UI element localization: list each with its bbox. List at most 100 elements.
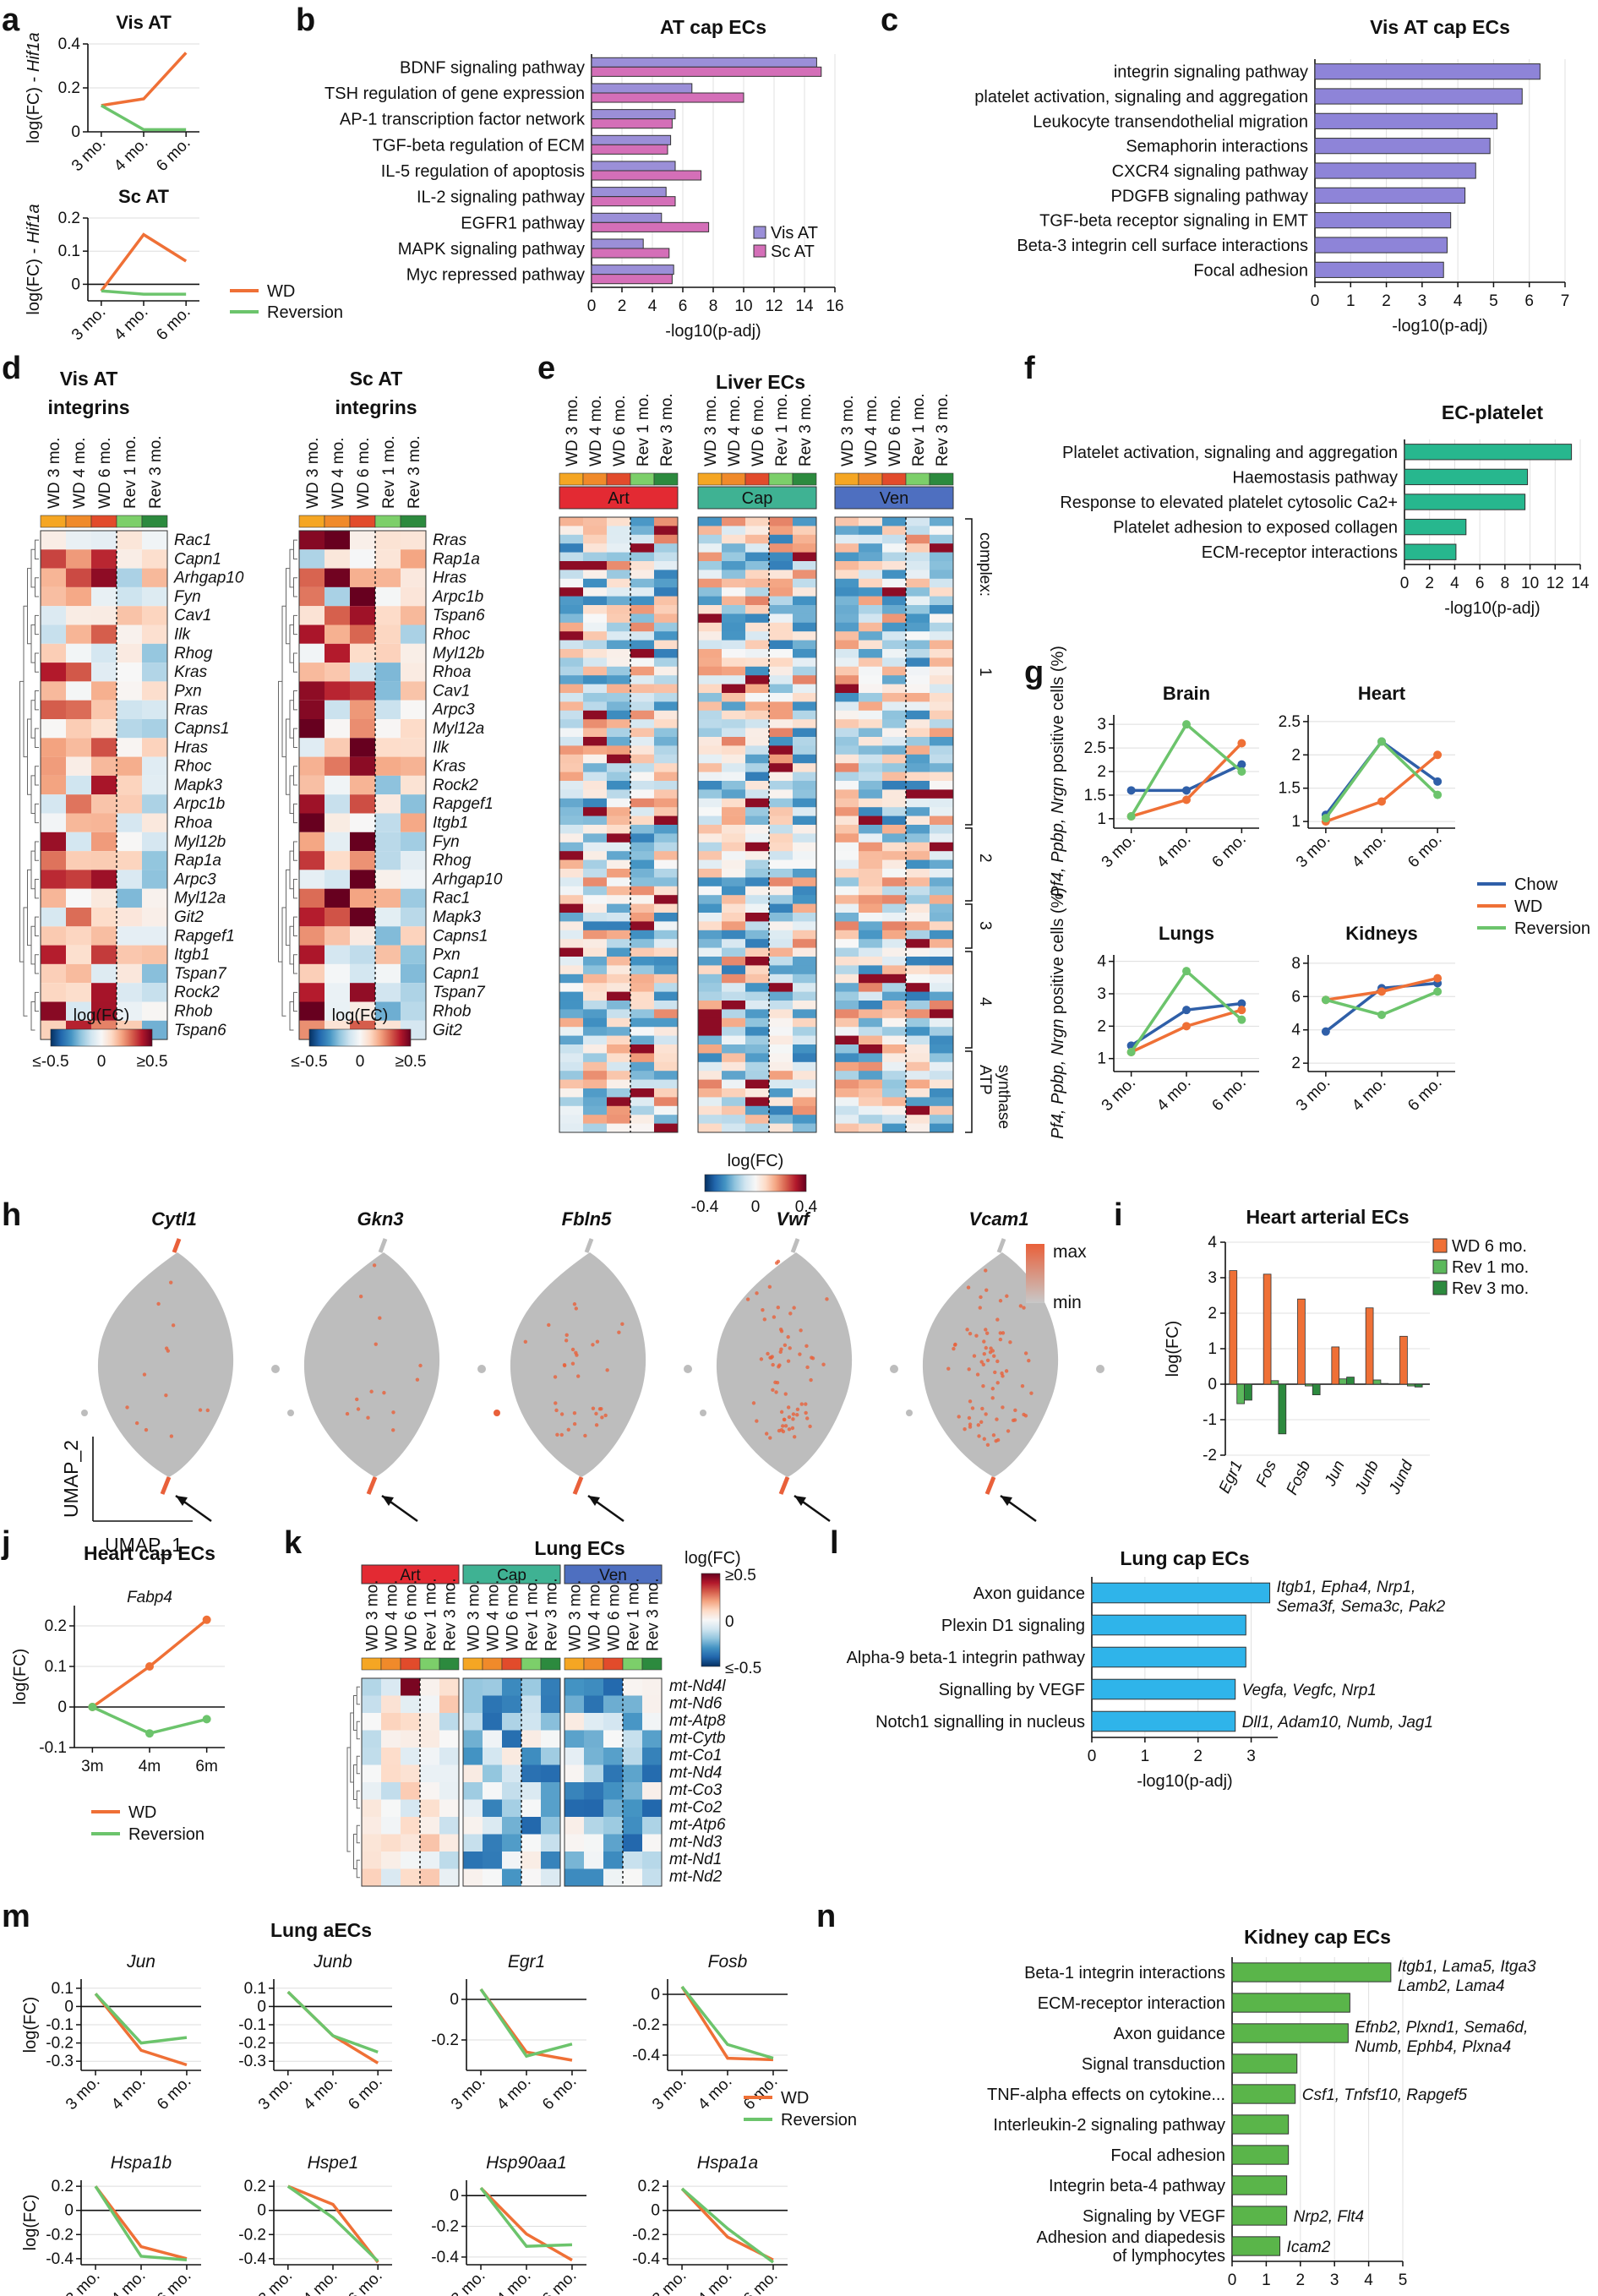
heatmap-cell bbox=[630, 973, 654, 984]
heatmap-cell bbox=[769, 825, 793, 834]
heatmap-cell bbox=[793, 728, 816, 738]
heatmap-cell bbox=[769, 1097, 793, 1107]
heatmap-cell bbox=[882, 614, 906, 624]
heatmap-cell bbox=[66, 1001, 91, 1021]
heatmap-cell bbox=[793, 772, 816, 782]
heatmap-cell bbox=[439, 1782, 459, 1800]
heatmap-cell bbox=[698, 886, 722, 896]
heatmap-cell bbox=[362, 1834, 381, 1852]
column-label: WD 4 mo. bbox=[863, 395, 881, 466]
colorbar-tick: 0 bbox=[356, 1053, 365, 1071]
column-color-bar bbox=[744, 472, 770, 486]
heatmap-cell bbox=[769, 973, 793, 984]
heatmap-cell bbox=[381, 1730, 401, 1748]
heatmap-cell bbox=[541, 1799, 560, 1817]
bar bbox=[1314, 212, 1452, 229]
heatmap-cell bbox=[375, 983, 401, 1002]
heatmap-cell bbox=[91, 963, 117, 984]
heatmap-cell bbox=[835, 815, 859, 826]
bar bbox=[1404, 444, 1573, 461]
heatmap-cell bbox=[375, 606, 401, 625]
bar-annotation: Sema3f, Sema3c, Pak2 bbox=[1277, 1598, 1446, 1616]
heatmap-cell bbox=[859, 877, 882, 887]
heatmap-cell bbox=[117, 586, 142, 607]
column-color-bar bbox=[540, 1657, 561, 1671]
data-point bbox=[1433, 790, 1443, 799]
heatmap-cell bbox=[583, 605, 607, 614]
heatmap-cell bbox=[654, 842, 678, 852]
heatmap-cell bbox=[350, 738, 375, 757]
heatmap-cell bbox=[630, 693, 654, 702]
heatmap-cell bbox=[41, 586, 66, 607]
heatmap-cell bbox=[654, 895, 678, 904]
column-label: WD 3 mo. bbox=[702, 395, 720, 466]
heatmap-cell bbox=[769, 1061, 793, 1072]
heatmap-cell bbox=[769, 772, 793, 782]
heatmap-cell bbox=[559, 657, 583, 668]
heatmap-cell bbox=[483, 1748, 502, 1765]
bar-rev-1-mo- bbox=[1339, 1378, 1347, 1385]
heatmap-cell bbox=[584, 1817, 603, 1835]
heatmap-cell bbox=[906, 930, 930, 940]
umap-point bbox=[382, 1390, 386, 1395]
heatmap-cell bbox=[559, 649, 583, 658]
heatmap-border bbox=[697, 516, 817, 1133]
heatmap-cell bbox=[930, 1071, 953, 1080]
heatmap-cell bbox=[835, 939, 859, 948]
heatmap-cell bbox=[793, 614, 816, 624]
heatmap-cell bbox=[769, 1115, 793, 1124]
row-label: Kras bbox=[174, 663, 208, 681]
heatmap-cell bbox=[630, 1115, 654, 1124]
category-label: Signalling by VEGF bbox=[939, 1681, 1085, 1699]
heatmap-cell bbox=[745, 561, 769, 570]
umap-point bbox=[952, 1346, 956, 1351]
heatmap-cell bbox=[142, 549, 167, 569]
heatmap-cell bbox=[793, 798, 816, 808]
row-label: Ilk bbox=[174, 626, 192, 644]
heatmap-cell bbox=[583, 728, 607, 738]
heatmap-cell bbox=[769, 728, 793, 738]
column-label: WD 3 mo. bbox=[466, 1580, 483, 1651]
heatmap-cell bbox=[906, 561, 930, 570]
heatmap-cell bbox=[906, 1027, 930, 1036]
bar-rev-1-mo- bbox=[1304, 1383, 1313, 1387]
heatmap-cell bbox=[583, 930, 607, 940]
umap-point bbox=[989, 1346, 993, 1350]
bar-annotation: Itgb1, Lama5, Itga3 bbox=[1398, 1958, 1536, 1976]
heatmap-cell bbox=[930, 851, 953, 860]
heatmap-cell bbox=[793, 833, 816, 843]
umap-point bbox=[804, 1402, 808, 1406]
heatmap-cell bbox=[350, 756, 375, 776]
heatmap-cell bbox=[906, 939, 930, 948]
heatmap-cell bbox=[521, 1748, 541, 1765]
heatmap-cell bbox=[835, 1123, 859, 1133]
heatmap-cell bbox=[41, 756, 66, 776]
heatmap-cell bbox=[483, 1868, 502, 1886]
y-tick-label: -0.4 bbox=[632, 2047, 660, 2064]
heatmap-cell bbox=[381, 1834, 401, 1852]
umap-spike bbox=[790, 1238, 800, 1253]
x-tick-label: 4 mo. bbox=[108, 2073, 149, 2113]
heatmap-cell bbox=[745, 1044, 769, 1054]
y-tick-label: -1 bbox=[1203, 1411, 1217, 1429]
bar-sc-at bbox=[591, 196, 676, 207]
heatmap-cell bbox=[583, 693, 607, 702]
heatmap-cell bbox=[930, 913, 953, 922]
heatmap-cell bbox=[630, 930, 654, 940]
heatmap-cell bbox=[603, 1834, 623, 1852]
heatmap-cell bbox=[607, 745, 630, 755]
heatmap-cell bbox=[654, 605, 678, 614]
heatmap-cell bbox=[906, 675, 930, 684]
heatmap-cell bbox=[559, 640, 583, 650]
heatmap-cell bbox=[793, 745, 816, 755]
heatmap-cell bbox=[642, 1799, 662, 1817]
series-wd bbox=[94, 1993, 188, 2067]
heatmap-cell bbox=[607, 614, 630, 624]
bar bbox=[1231, 2084, 1296, 2104]
heatmap-cell bbox=[521, 1834, 541, 1852]
heatmap-cell bbox=[607, 657, 630, 668]
heatmap-cell bbox=[420, 1730, 439, 1748]
heatmap-cell bbox=[91, 945, 117, 964]
heatmap-cell bbox=[630, 869, 654, 878]
heatmap-cell bbox=[769, 552, 793, 562]
